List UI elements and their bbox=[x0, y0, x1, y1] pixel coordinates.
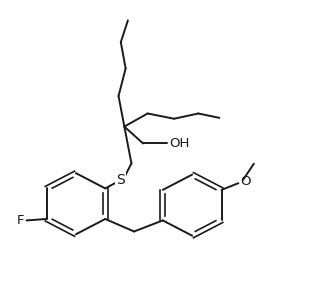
Text: O: O bbox=[240, 175, 251, 188]
Text: S: S bbox=[116, 173, 125, 187]
Text: OH: OH bbox=[169, 137, 189, 150]
Text: F: F bbox=[16, 214, 24, 227]
